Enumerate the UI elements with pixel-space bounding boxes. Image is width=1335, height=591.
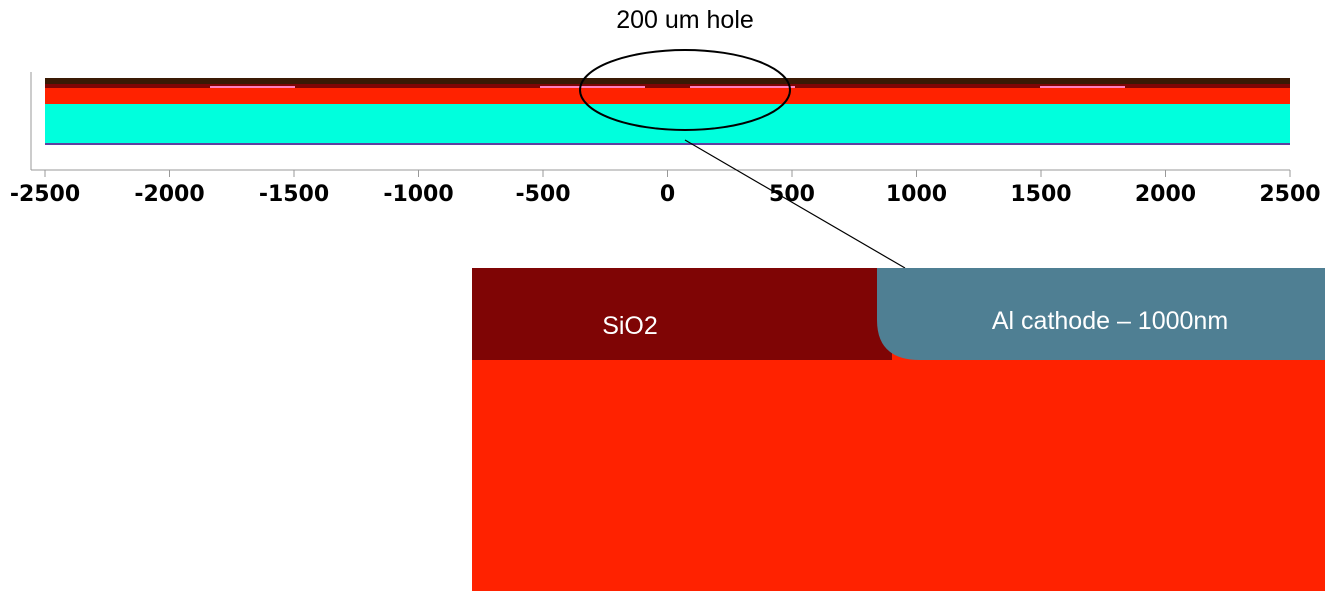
hole-mark — [540, 86, 645, 88]
bottom-layer — [45, 143, 1290, 145]
red-layer — [45, 88, 1290, 104]
diagram: -2500 -2000 -1500 -1000 -500 0 500 1000 1500 2000… — [0, 0, 1335, 591]
x-tick-label: 2000 — [1135, 182, 1196, 207]
cyan-layer — [45, 104, 1290, 143]
x-tick-label: 2500 — [1259, 182, 1320, 207]
x-tick-label: 1500 — [1010, 182, 1071, 207]
annotation: 200 um hole — [616, 6, 754, 34]
x-tick-label: 500 — [769, 182, 815, 207]
hole-mark — [1040, 86, 1125, 88]
device — [45, 78, 1290, 145]
al-cathode-label: Al cathode – 1000nm — [992, 307, 1228, 335]
hole-mark — [210, 86, 295, 88]
zoom-view: SiO2 Al cathode – 1000nm — [472, 268, 1325, 591]
sio2-region — [472, 268, 892, 360]
x-tick-label: -2500 — [10, 182, 80, 207]
x-tick-label: -1500 — [259, 182, 329, 207]
x-tick-label: -1000 — [383, 182, 453, 207]
hole-mark — [690, 86, 795, 88]
sio2-label: SiO2 — [602, 312, 658, 340]
callout-line — [685, 140, 905, 268]
x-tick-label: -2000 — [134, 182, 204, 207]
x-tick-label: 1000 — [886, 182, 947, 207]
x-tick-label: 0 — [660, 182, 675, 207]
top-layer — [45, 78, 1290, 84]
x-tick-label: -500 — [515, 182, 570, 207]
